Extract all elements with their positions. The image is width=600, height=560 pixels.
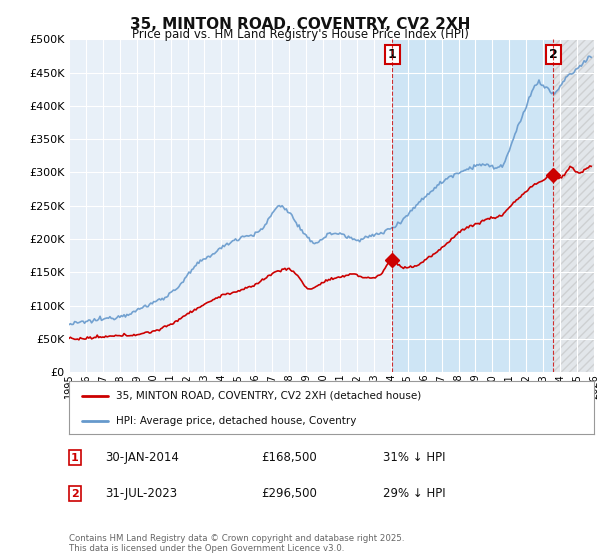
Text: £168,500: £168,500	[261, 451, 317, 464]
Text: £296,500: £296,500	[261, 487, 317, 501]
Text: HPI: Average price, detached house, Coventry: HPI: Average price, detached house, Cove…	[116, 416, 356, 426]
Text: 1: 1	[388, 48, 397, 60]
Text: 35, MINTON ROAD, COVENTRY, CV2 2XH: 35, MINTON ROAD, COVENTRY, CV2 2XH	[130, 17, 470, 32]
Text: 2: 2	[548, 48, 557, 60]
Text: 31% ↓ HPI: 31% ↓ HPI	[383, 451, 445, 464]
Bar	[553, 39, 594, 372]
Bar	[392, 39, 553, 372]
Text: Price paid vs. HM Land Registry's House Price Index (HPI): Price paid vs. HM Land Registry's House …	[131, 28, 469, 41]
Text: 29% ↓ HPI: 29% ↓ HPI	[383, 487, 445, 501]
Text: 31-JUL-2023: 31-JUL-2023	[105, 487, 177, 501]
Text: 2: 2	[71, 489, 79, 499]
Text: 1: 1	[71, 452, 79, 463]
Text: 35, MINTON ROAD, COVENTRY, CV2 2XH (detached house): 35, MINTON ROAD, COVENTRY, CV2 2XH (deta…	[116, 391, 421, 401]
Text: 30-JAN-2014: 30-JAN-2014	[105, 451, 179, 464]
Text: Contains HM Land Registry data © Crown copyright and database right 2025.
This d: Contains HM Land Registry data © Crown c…	[69, 534, 404, 553]
